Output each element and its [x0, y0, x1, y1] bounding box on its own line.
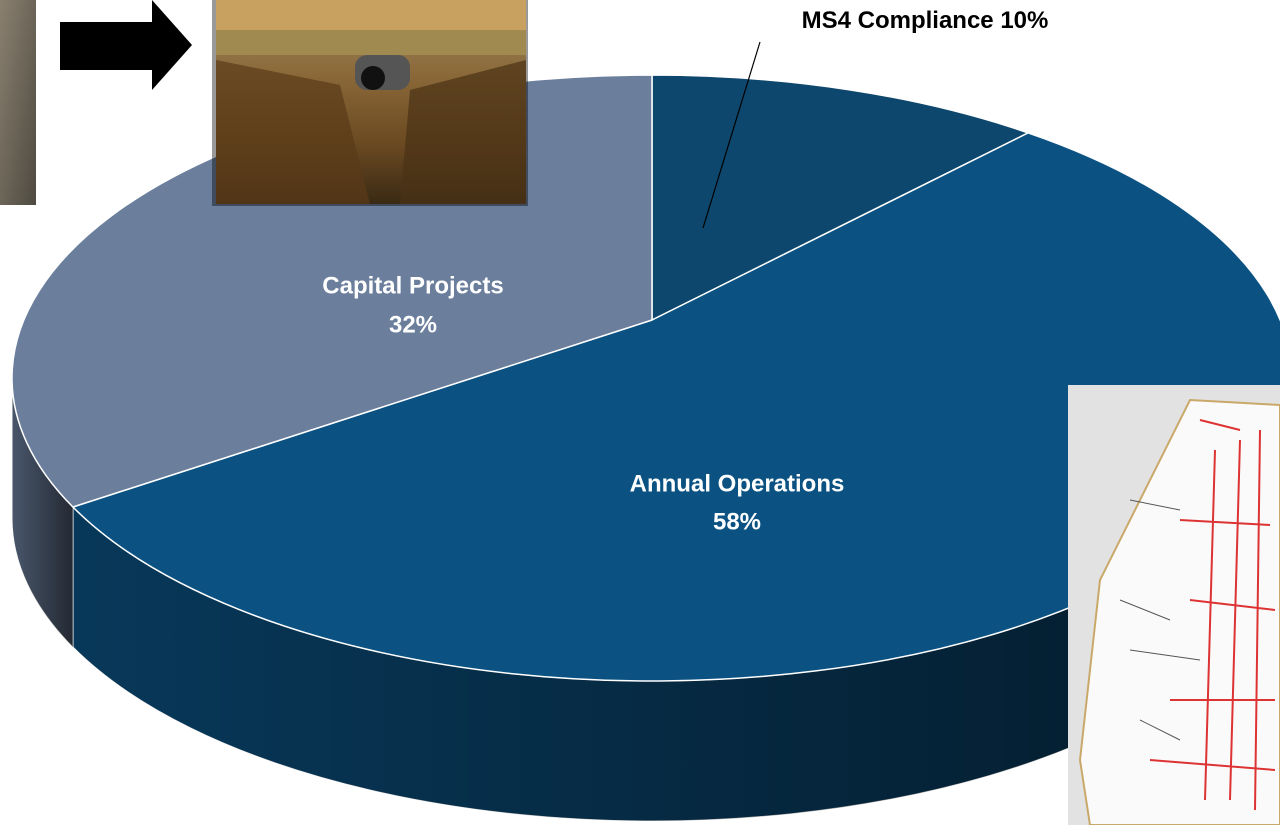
photo: [212, 0, 528, 206]
category-label: Capital Projects: [322, 272, 503, 299]
page: MS4 Compliance 10% Capital Projects 32% …: [0, 0, 1280, 825]
slice-label: MS4 Compliance 10%: [802, 7, 1049, 34]
arrow: [60, 0, 192, 90]
chart: MS4 Compliance 10% Capital Projects 32% …: [0, 0, 1280, 825]
value-label: 58%: [713, 508, 761, 535]
category-label: Annual Operations: [630, 470, 845, 497]
category-label: MS4 Compliance: [802, 7, 994, 34]
map: [1068, 385, 1280, 825]
photo: [0, 0, 36, 205]
value-label: 10%: [1000, 7, 1048, 34]
value-label: 32%: [389, 311, 437, 338]
